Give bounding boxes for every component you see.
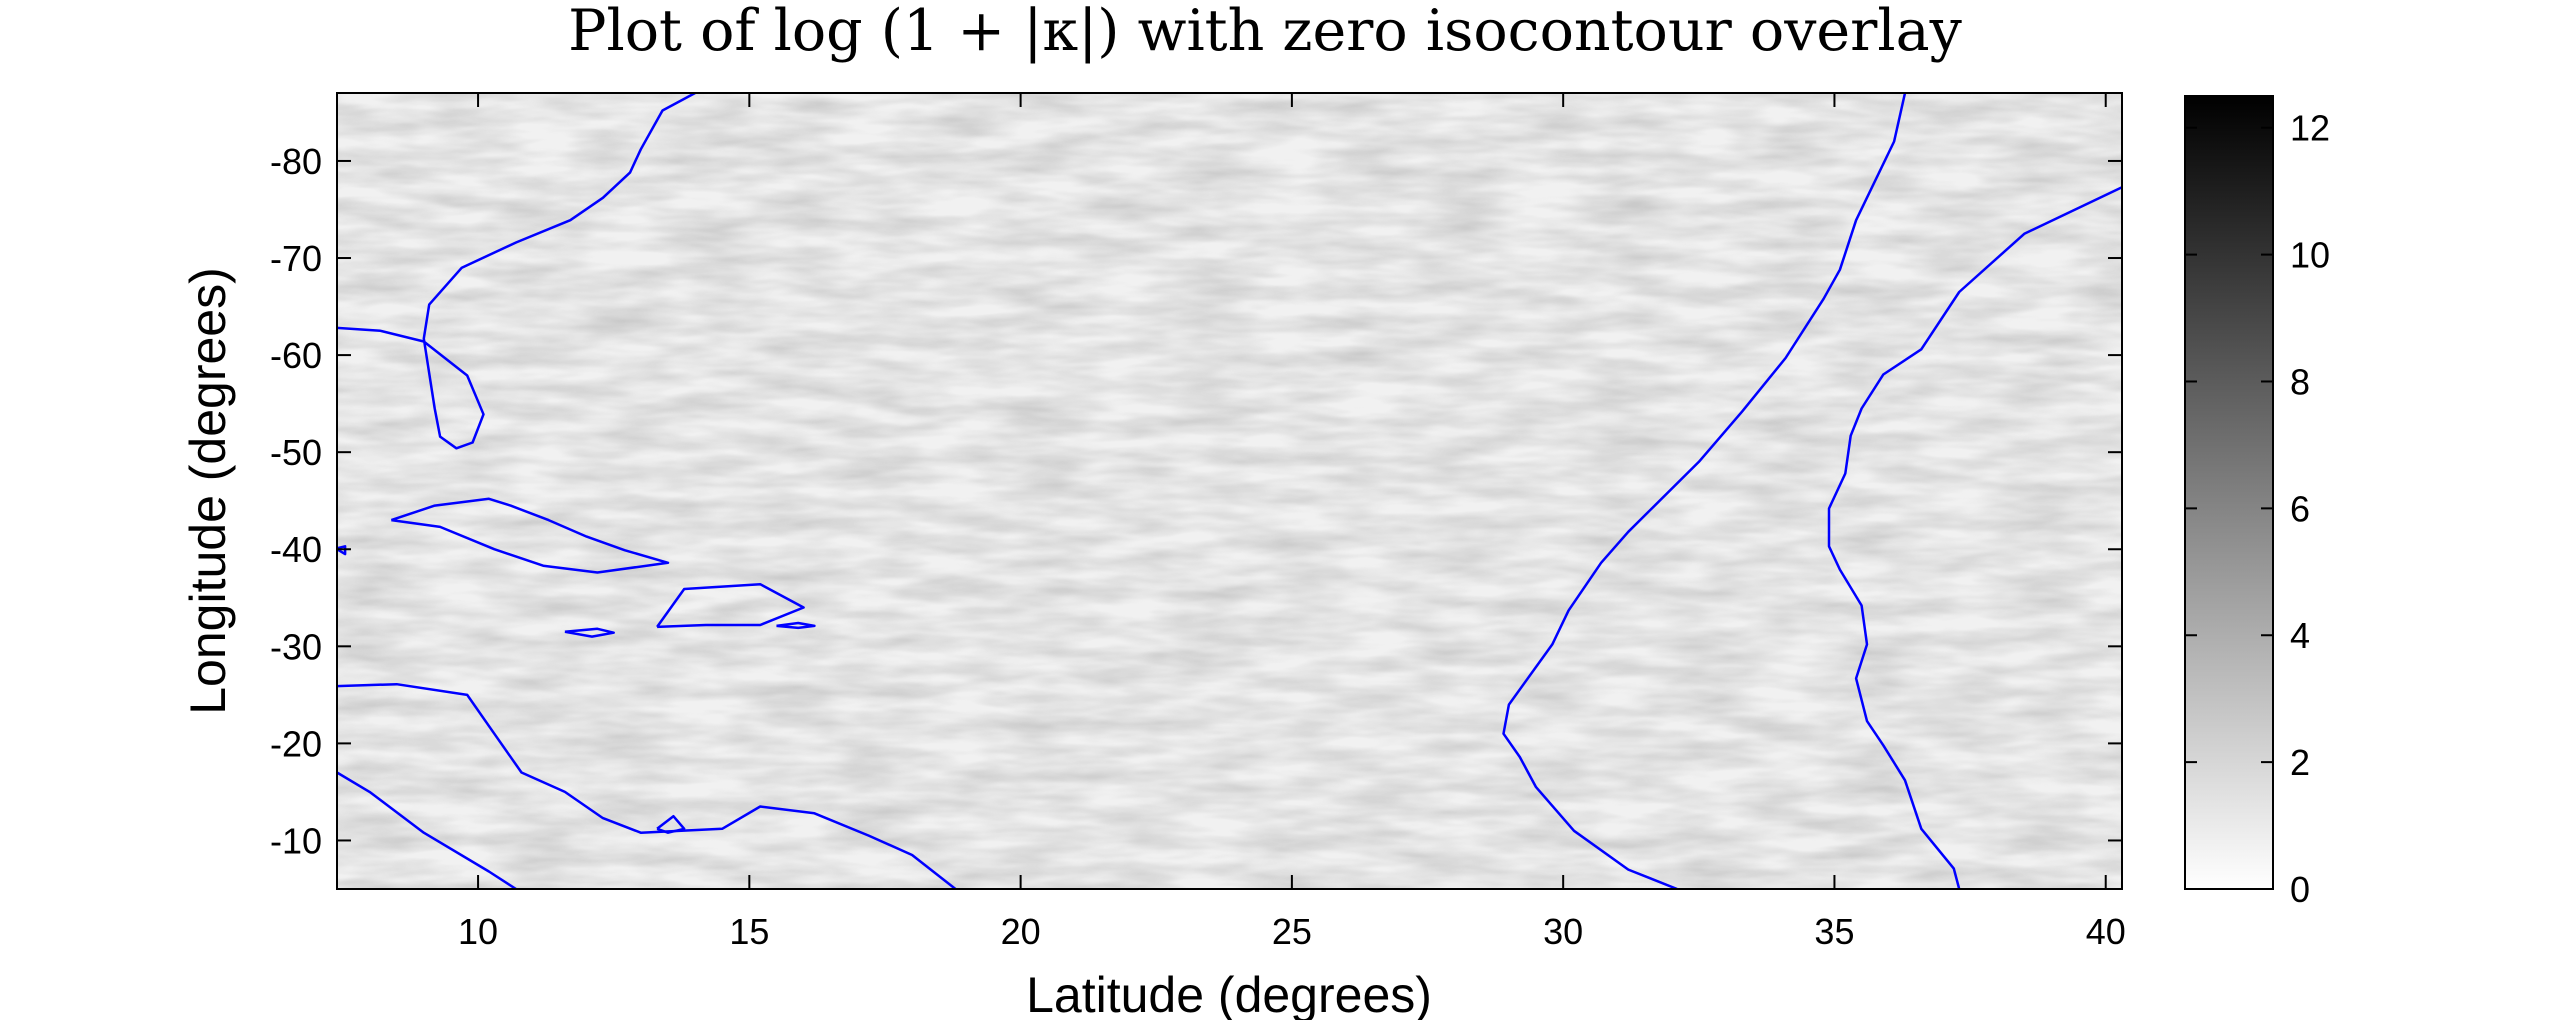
colorbar-tick-label: 6 [2290,488,2310,529]
contour-line-7 [337,682,957,889]
x-tick-label: 40 [2086,911,2126,952]
x-tick-label: 15 [729,911,769,952]
contour-line-3 [390,497,670,574]
contour-layer [337,93,2122,889]
x-tick-label: 10 [458,911,498,952]
y-tick-label: -10 [270,820,322,861]
x-tick-label: 35 [1814,911,1854,952]
colorbar-frame [2184,95,2274,890]
colorbar: 0 2 4 6 8 10 12 [2184,95,2330,910]
contour-line-11 [1827,186,2122,889]
colorbar-tick-label: 2 [2290,742,2310,783]
chart-title: Plot of log (1 + |κ|) with zero isoconto… [568,0,1962,64]
contour-line-9 [656,814,686,834]
x-axis-label: Latitude (degrees) [1026,967,1432,1020]
colorbar-tick-label: 10 [2290,235,2330,276]
y-tick-label: -20 [270,723,322,764]
y-tick-label: -40 [270,529,322,570]
colorbar-gradient [2185,96,2273,889]
plot-frame [336,92,2123,890]
x-tick-label: 20 [1001,911,1041,952]
colorbar-ticks: 0 2 4 6 8 10 12 [2185,108,2330,910]
contour-line-1 [337,93,696,450]
y-tick-label: -50 [270,432,322,473]
y-axis: -80 -70 -60 -50 -40 -30 -20 -10 [270,141,2122,861]
contour-line-10 [1502,93,1907,889]
contour-line-5 [564,627,615,638]
heatmap-texture [337,93,2122,889]
y-tick-label: -80 [270,141,322,182]
y-axis-label: Longitude (degrees) [180,267,236,715]
contour-line-6 [776,621,816,630]
y-tick-label: -70 [270,238,322,279]
x-axis: 10 15 20 25 30 35 40 [458,93,2126,952]
contour-line-4 [656,582,805,629]
x-tick-label: 30 [1543,911,1583,952]
plot-area [336,92,2123,890]
colorbar-tick-label: 4 [2290,615,2310,656]
y-tick-label: -30 [270,626,322,667]
contour-line-8 [337,771,517,889]
y-tick-label: -60 [270,335,322,376]
colorbar-tick-label: 8 [2290,361,2310,402]
colorbar-tick-label: 0 [2290,869,2310,910]
colorbar-tick-label: 12 [2290,108,2330,149]
x-tick-label: 25 [1272,911,1312,952]
